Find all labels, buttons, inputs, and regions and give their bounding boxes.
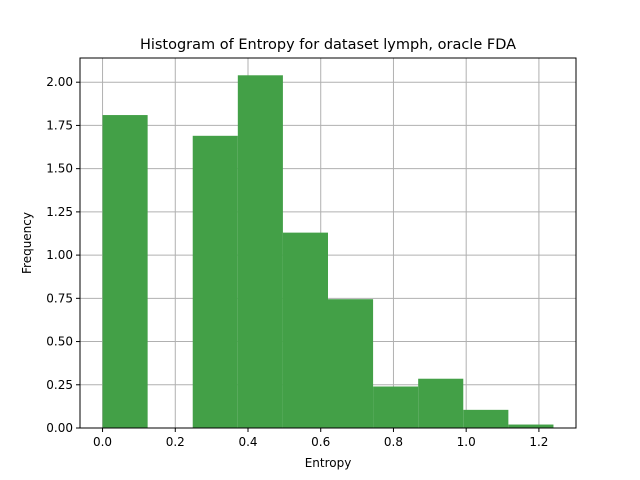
y-tick-label: 1.50 [46, 162, 73, 176]
y-tick-label: 0.50 [46, 335, 73, 349]
histogram-bar [328, 299, 374, 428]
x-tick-label: 1.0 [457, 435, 476, 449]
x-tick-label: 0.8 [384, 435, 403, 449]
y-tick-label: 1.25 [46, 205, 73, 219]
histogram-bar [373, 386, 419, 428]
axes-frame [79, 57, 577, 429]
y-tick-label: 2.00 [46, 75, 73, 89]
histogram-bar [282, 232, 328, 428]
y-tick-label: 0.00 [46, 421, 73, 435]
histogram-bar [237, 75, 283, 428]
y-axis-ticks: 0.00 0.25 0.50 0.75 1.00 1.25 1.50 1.75 2.00 [46, 75, 80, 435]
x-tick-label: 0.6 [311, 435, 330, 449]
histogram-bar [508, 424, 554, 428]
x-tick-label: 0.2 [166, 435, 185, 449]
x-tick-label: 0.0 [93, 435, 112, 449]
histogram-bars [102, 75, 554, 428]
histogram-bar [102, 115, 148, 428]
histogram-bar [418, 378, 464, 428]
chart-title: Histogram of Entropy for dataset lymph, … [140, 37, 516, 53]
x-axis-label: Entropy [305, 456, 352, 470]
x-tick-label: 0.4 [238, 435, 257, 449]
y-axis-label: Frequency [20, 212, 34, 274]
y-tick-label: 1.75 [46, 118, 73, 132]
x-axis-ticks: 0.0 0.2 0.4 0.6 0.8 1.0 1.2 [93, 428, 548, 449]
y-tick-label: 0.25 [46, 378, 73, 392]
y-tick-label: 1.00 [46, 248, 73, 262]
y-tick-label: 0.75 [46, 291, 73, 305]
histogram-bar [192, 135, 238, 428]
x-tick-label: 1.2 [529, 435, 548, 449]
histogram-bar [463, 409, 509, 428]
